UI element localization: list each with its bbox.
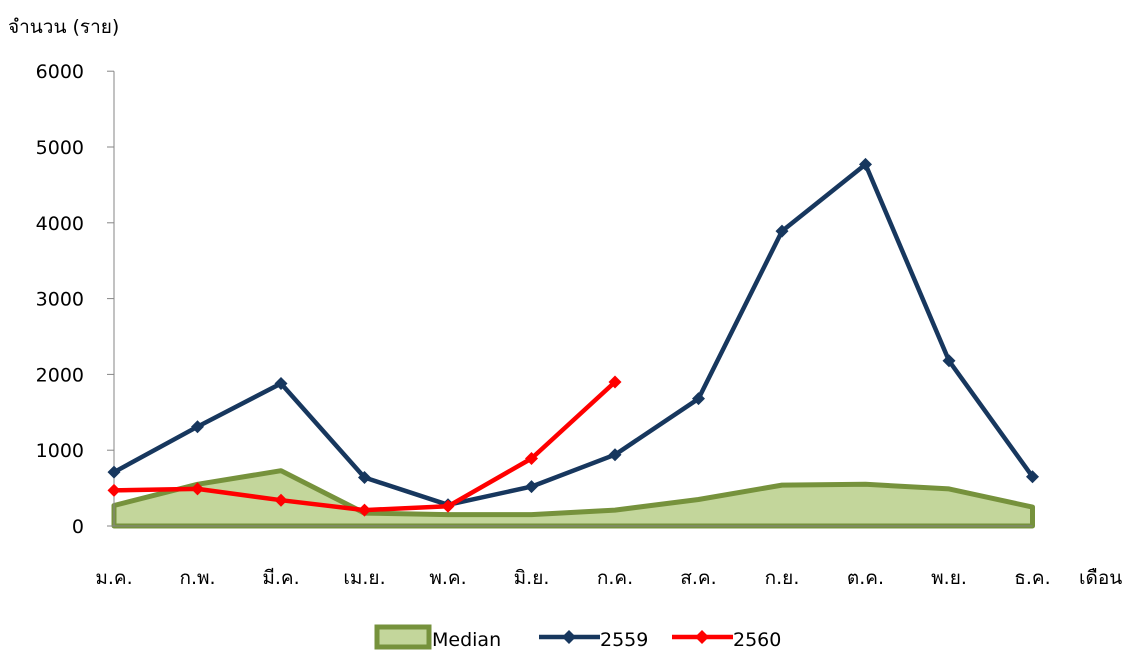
marker-2559 [692, 392, 705, 406]
legend: Median 2559 2560 [374, 624, 781, 651]
x-tick-label: มิ.ย. [514, 567, 550, 589]
y-tick-label: 5000 [36, 137, 84, 159]
x-tick-label: ต.ค. [847, 567, 884, 589]
marker-2559 [274, 376, 288, 390]
marker-2559 [107, 465, 121, 479]
legend-label-median: Median [432, 629, 501, 651]
x-tick-label: พ.ย. [931, 567, 967, 589]
x-tick-label: ก.พ. [179, 567, 215, 589]
marker-2560 [358, 503, 371, 517]
y-tick-label: 3000 [36, 289, 84, 311]
y-axis-title: จำนวน (ราย) [8, 16, 119, 38]
y-tick-label: 2000 [36, 364, 84, 386]
y-tick-label: 1000 [36, 440, 84, 462]
x-tick-label: ธ.ค. [1014, 567, 1050, 589]
x-tick-label: ก.ย. [765, 567, 800, 589]
x-axis-title: เดือน [1079, 567, 1122, 589]
median-area-layer [111, 468, 1035, 529]
series-line-2559 [112, 162, 1035, 508]
y-tick-label: 4000 [36, 213, 84, 235]
y-tick-label: 0 [72, 516, 84, 538]
x-tick-label: ส.ค. [680, 567, 716, 589]
marker-2560 [274, 493, 288, 507]
series-lines-layer [107, 157, 1039, 517]
x-tick-label: เม.ย. [343, 567, 385, 589]
legend-swatch-median [374, 624, 432, 650]
legend-marker-2559 [562, 630, 576, 644]
marker-2559 [358, 470, 371, 484]
y-tick-label: 6000 [36, 61, 84, 83]
axes-layer [107, 70, 1033, 527]
marker-2560 [107, 483, 121, 497]
x-tick-label: ก.ค. [597, 567, 633, 589]
marker-2560 [191, 482, 204, 496]
x-tick-label: พ.ค. [429, 567, 466, 589]
marker-2560 [608, 375, 622, 389]
labels-layer: 0 1000 2000 3000 4000 5000 6000 ม.ค. ก.พ. มี.ค. เม… [8, 16, 1122, 589]
marker-2559 [859, 157, 872, 171]
marker-2559 [525, 480, 538, 494]
series-line-2560 [113, 380, 617, 513]
median-area [111, 468, 1035, 529]
marker-2559 [942, 354, 956, 368]
x-tick-label: ม.ค. [95, 567, 132, 589]
marker-2559 [775, 224, 789, 238]
legend-marker-2560 [695, 630, 709, 644]
x-tick-label: มี.ค. [262, 567, 299, 589]
marker-2559 [191, 420, 204, 434]
marker-2560 [441, 499, 455, 513]
marker-2559 [1026, 470, 1039, 484]
legend-label-2560: 2560 [733, 629, 781, 651]
legend-label-2559: 2559 [600, 629, 648, 651]
marker-2559 [608, 448, 622, 462]
marker-2560 [525, 452, 538, 466]
